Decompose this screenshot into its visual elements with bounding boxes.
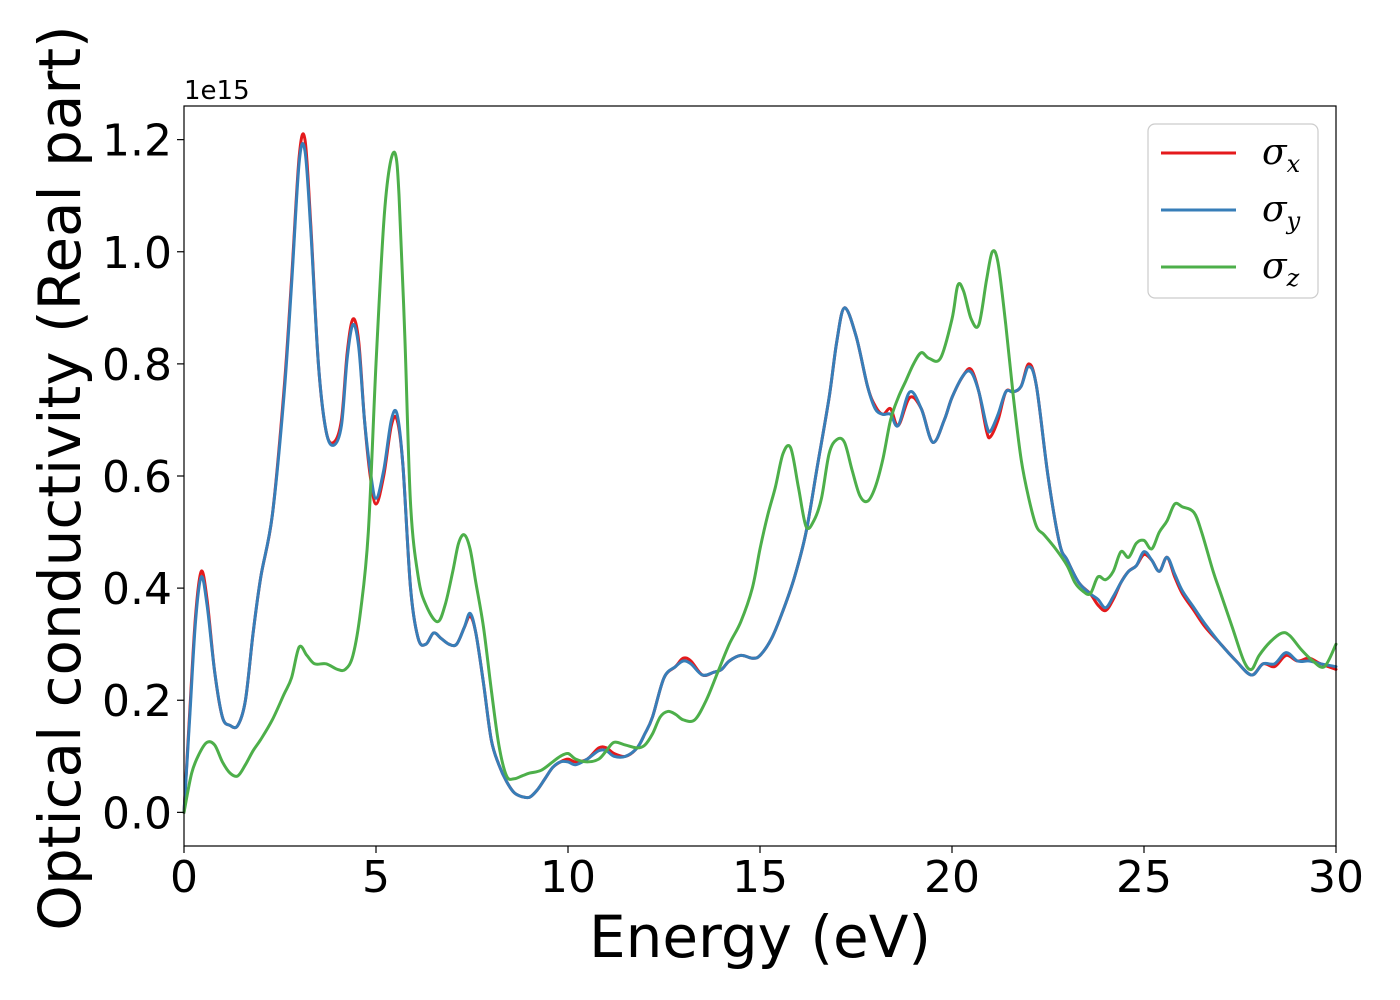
y-tick-label: 0.4 [102,564,172,615]
x-tick-label: 15 [732,852,788,903]
y-tick-label: 0.8 [102,340,172,391]
y-offset-label: 1e15 [184,76,250,106]
x-tick-label: 5 [362,852,390,903]
y-tick-label: 1.0 [102,228,172,279]
y-axis-label: Optical conductivity (Real part) [26,25,94,930]
legend-symbol: σ [1262,246,1288,287]
y-tick-label: 1.2 [102,116,172,167]
legend-subscript: y [1286,207,1301,235]
legend-subscript: x [1287,150,1301,178]
series-line-x [182,132,1338,814]
legend-label-z: σz [1262,246,1300,292]
x-tick-label: 30 [1308,852,1364,903]
y-tick-label: 0.0 [102,788,172,839]
x-axis: 0 5 10 15 20 25 30 [170,846,1364,903]
legend-label-x: σx [1262,132,1301,178]
legend-label-y: σy [1262,189,1301,235]
x-tick-label: 20 [924,852,980,903]
x-tick-label: 0 [170,852,198,903]
x-tick-label: 25 [1116,852,1172,903]
legend-subscript: z [1286,264,1300,292]
y-axis: 0.0 0.2 0.4 0.6 0.8 1.0 1.2 [102,116,184,839]
x-axis-label: Energy (eV) [589,903,931,971]
series-layer [182,132,1338,814]
legend-symbol: σ [1262,189,1288,230]
x-tick-label: 10 [540,852,596,903]
legend-symbol: σ [1262,132,1288,173]
y-tick-label: 0.6 [102,452,172,503]
series-line-y [182,142,1338,814]
y-tick-label: 0.2 [102,676,172,727]
series-line-z [182,150,1338,814]
